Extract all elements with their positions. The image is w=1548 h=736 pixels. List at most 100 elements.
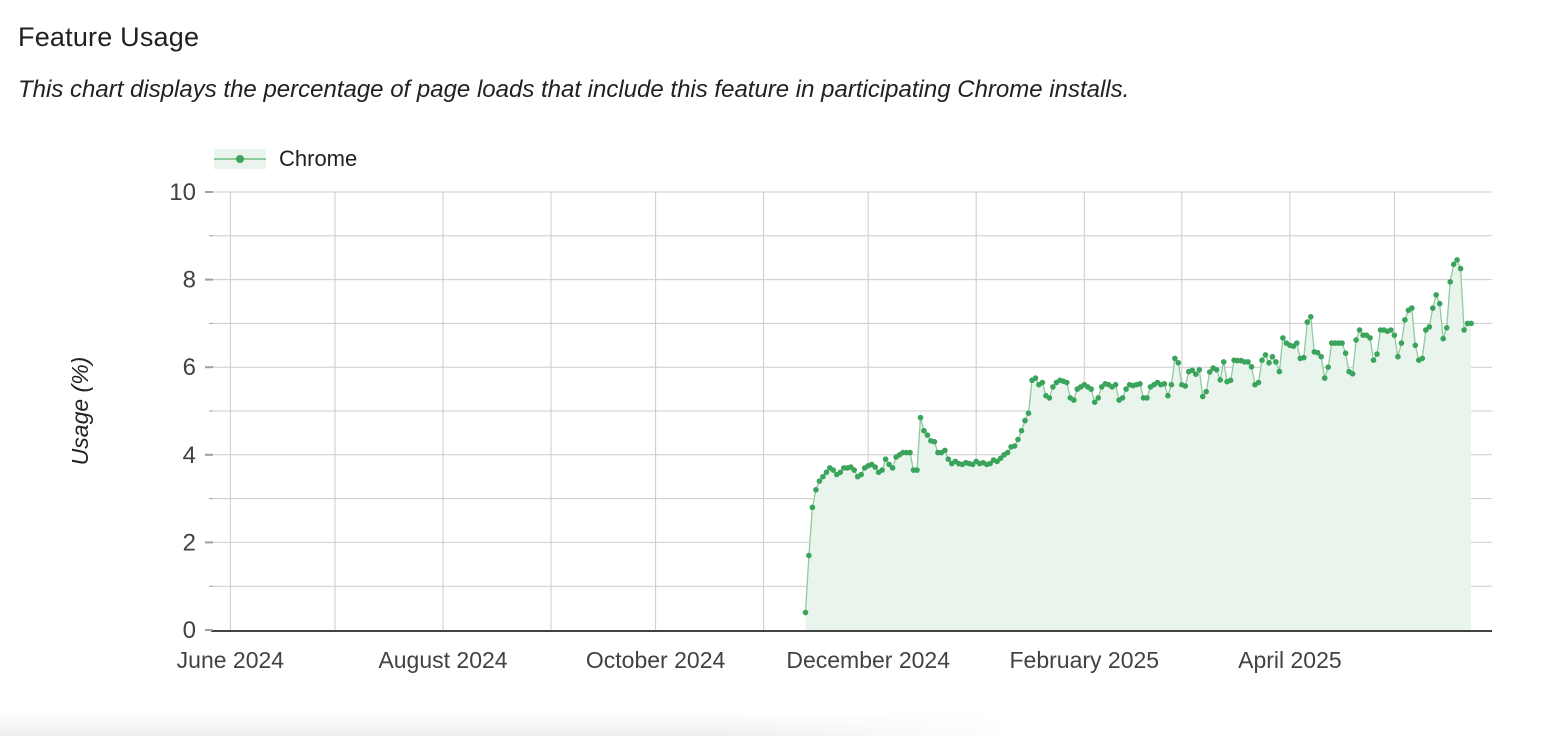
data-point[interactable] xyxy=(1213,367,1220,373)
data-point[interactable] xyxy=(1454,257,1460,263)
data-point[interactable] xyxy=(1189,367,1196,374)
data-point[interactable] xyxy=(882,456,889,463)
data-point[interactable] xyxy=(1457,265,1464,272)
data-point[interactable] xyxy=(1321,375,1328,381)
data-point[interactable] xyxy=(1419,355,1426,362)
data-point[interactable] xyxy=(858,471,864,478)
data-point[interactable] xyxy=(886,461,892,468)
data-point[interactable] xyxy=(1088,386,1094,392)
data-point[interactable] xyxy=(1409,305,1415,311)
data-point[interactable] xyxy=(1314,349,1321,356)
data-point[interactable] xyxy=(1370,357,1377,364)
data-point[interactable] xyxy=(1011,443,1018,449)
data-point[interactable] xyxy=(1064,379,1070,386)
data-point[interactable] xyxy=(1304,319,1311,325)
data-point[interactable] xyxy=(879,467,885,473)
data-point[interactable] xyxy=(1318,353,1324,360)
data-point[interactable] xyxy=(1430,305,1436,311)
data-point[interactable] xyxy=(1398,340,1405,346)
data-point[interactable] xyxy=(813,487,819,493)
data-point[interactable] xyxy=(942,447,948,454)
data-point[interactable] xyxy=(1356,327,1363,333)
data-point[interactable] xyxy=(1203,388,1209,395)
data-point[interactable] xyxy=(1004,449,1011,456)
data-point[interactable] xyxy=(1367,335,1373,341)
data-point[interactable] xyxy=(1018,427,1025,434)
data-point[interactable] xyxy=(1095,395,1101,401)
data-point[interactable] xyxy=(806,552,812,559)
data-point[interactable] xyxy=(1461,327,1467,333)
data-point[interactable] xyxy=(1353,337,1359,343)
data-point[interactable] xyxy=(820,473,826,480)
data-point[interactable] xyxy=(823,469,830,476)
data-point[interactable] xyxy=(851,467,857,473)
data-point[interactable] xyxy=(889,465,896,471)
data-point[interactable] xyxy=(1339,340,1345,346)
data-point[interactable] xyxy=(1255,379,1262,386)
data-point[interactable] xyxy=(931,438,938,445)
data-point[interactable] xyxy=(1426,324,1433,330)
data-point[interactable] xyxy=(917,414,924,421)
data-point[interactable] xyxy=(1220,359,1227,365)
data-point[interactable] xyxy=(1168,381,1175,388)
data-point[interactable] xyxy=(1402,317,1408,323)
data-point[interactable] xyxy=(987,460,993,467)
data-point[interactable] xyxy=(1440,335,1446,342)
data-point[interactable] xyxy=(1046,395,1053,401)
data-point[interactable] xyxy=(872,464,878,470)
data-point[interactable] xyxy=(1050,384,1056,390)
data-point[interactable] xyxy=(1245,359,1251,365)
data-point[interactable] xyxy=(1349,371,1356,377)
data-point[interactable] xyxy=(1433,292,1439,298)
data-point[interactable] xyxy=(1182,383,1189,389)
data-point[interactable] xyxy=(1161,381,1168,387)
data-point[interactable] xyxy=(1280,335,1286,341)
data-point[interactable] xyxy=(1227,377,1234,384)
data-point[interactable] xyxy=(1325,364,1331,371)
data-point[interactable] xyxy=(1342,350,1349,357)
data-point[interactable] xyxy=(1172,355,1178,362)
data-point[interactable] xyxy=(1374,351,1380,357)
data-point[interactable] xyxy=(1199,393,1206,400)
data-point[interactable] xyxy=(1262,352,1269,358)
data-point[interactable] xyxy=(1412,342,1419,349)
data-point[interactable] xyxy=(1468,320,1474,327)
data-point[interactable] xyxy=(1436,300,1443,307)
data-point[interactable] xyxy=(809,504,816,511)
data-point[interactable] xyxy=(997,455,1004,462)
data-point[interactable] xyxy=(1137,381,1143,387)
data-point[interactable] xyxy=(1071,397,1077,403)
data-point[interactable] xyxy=(1025,410,1032,417)
data-point[interactable] xyxy=(1175,360,1182,366)
data-point[interactable] xyxy=(830,467,837,473)
data-point[interactable] xyxy=(816,478,823,484)
data-point[interactable] xyxy=(1193,371,1199,378)
data-point[interactable] xyxy=(1273,359,1279,365)
data-point[interactable] xyxy=(921,427,927,434)
data-point[interactable] xyxy=(1123,386,1129,392)
data-point[interactable] xyxy=(1112,381,1119,388)
data-point[interactable] xyxy=(907,449,913,456)
data-point[interactable] xyxy=(1276,368,1283,375)
data-point[interactable] xyxy=(1447,279,1453,285)
data-point[interactable] xyxy=(1259,357,1265,364)
data-point[interactable] xyxy=(1015,436,1021,443)
data-point[interactable] xyxy=(802,609,809,616)
data-point[interactable] xyxy=(1144,395,1150,401)
data-point[interactable] xyxy=(1032,375,1039,381)
data-point[interactable] xyxy=(945,456,952,463)
data-point[interactable] xyxy=(1391,332,1398,339)
data-point[interactable] xyxy=(837,469,844,476)
data-point[interactable] xyxy=(924,432,931,438)
data-point[interactable] xyxy=(1266,360,1272,366)
data-point[interactable] xyxy=(1450,261,1457,268)
data-point[interactable] xyxy=(1196,367,1203,373)
data-point[interactable] xyxy=(1119,395,1126,401)
data-point[interactable] xyxy=(1248,364,1255,370)
data-point[interactable] xyxy=(1165,392,1171,399)
data-point[interactable] xyxy=(1269,353,1276,360)
data-point[interactable] xyxy=(1091,399,1098,406)
data-point[interactable] xyxy=(1395,353,1401,360)
data-point[interactable] xyxy=(914,467,920,473)
